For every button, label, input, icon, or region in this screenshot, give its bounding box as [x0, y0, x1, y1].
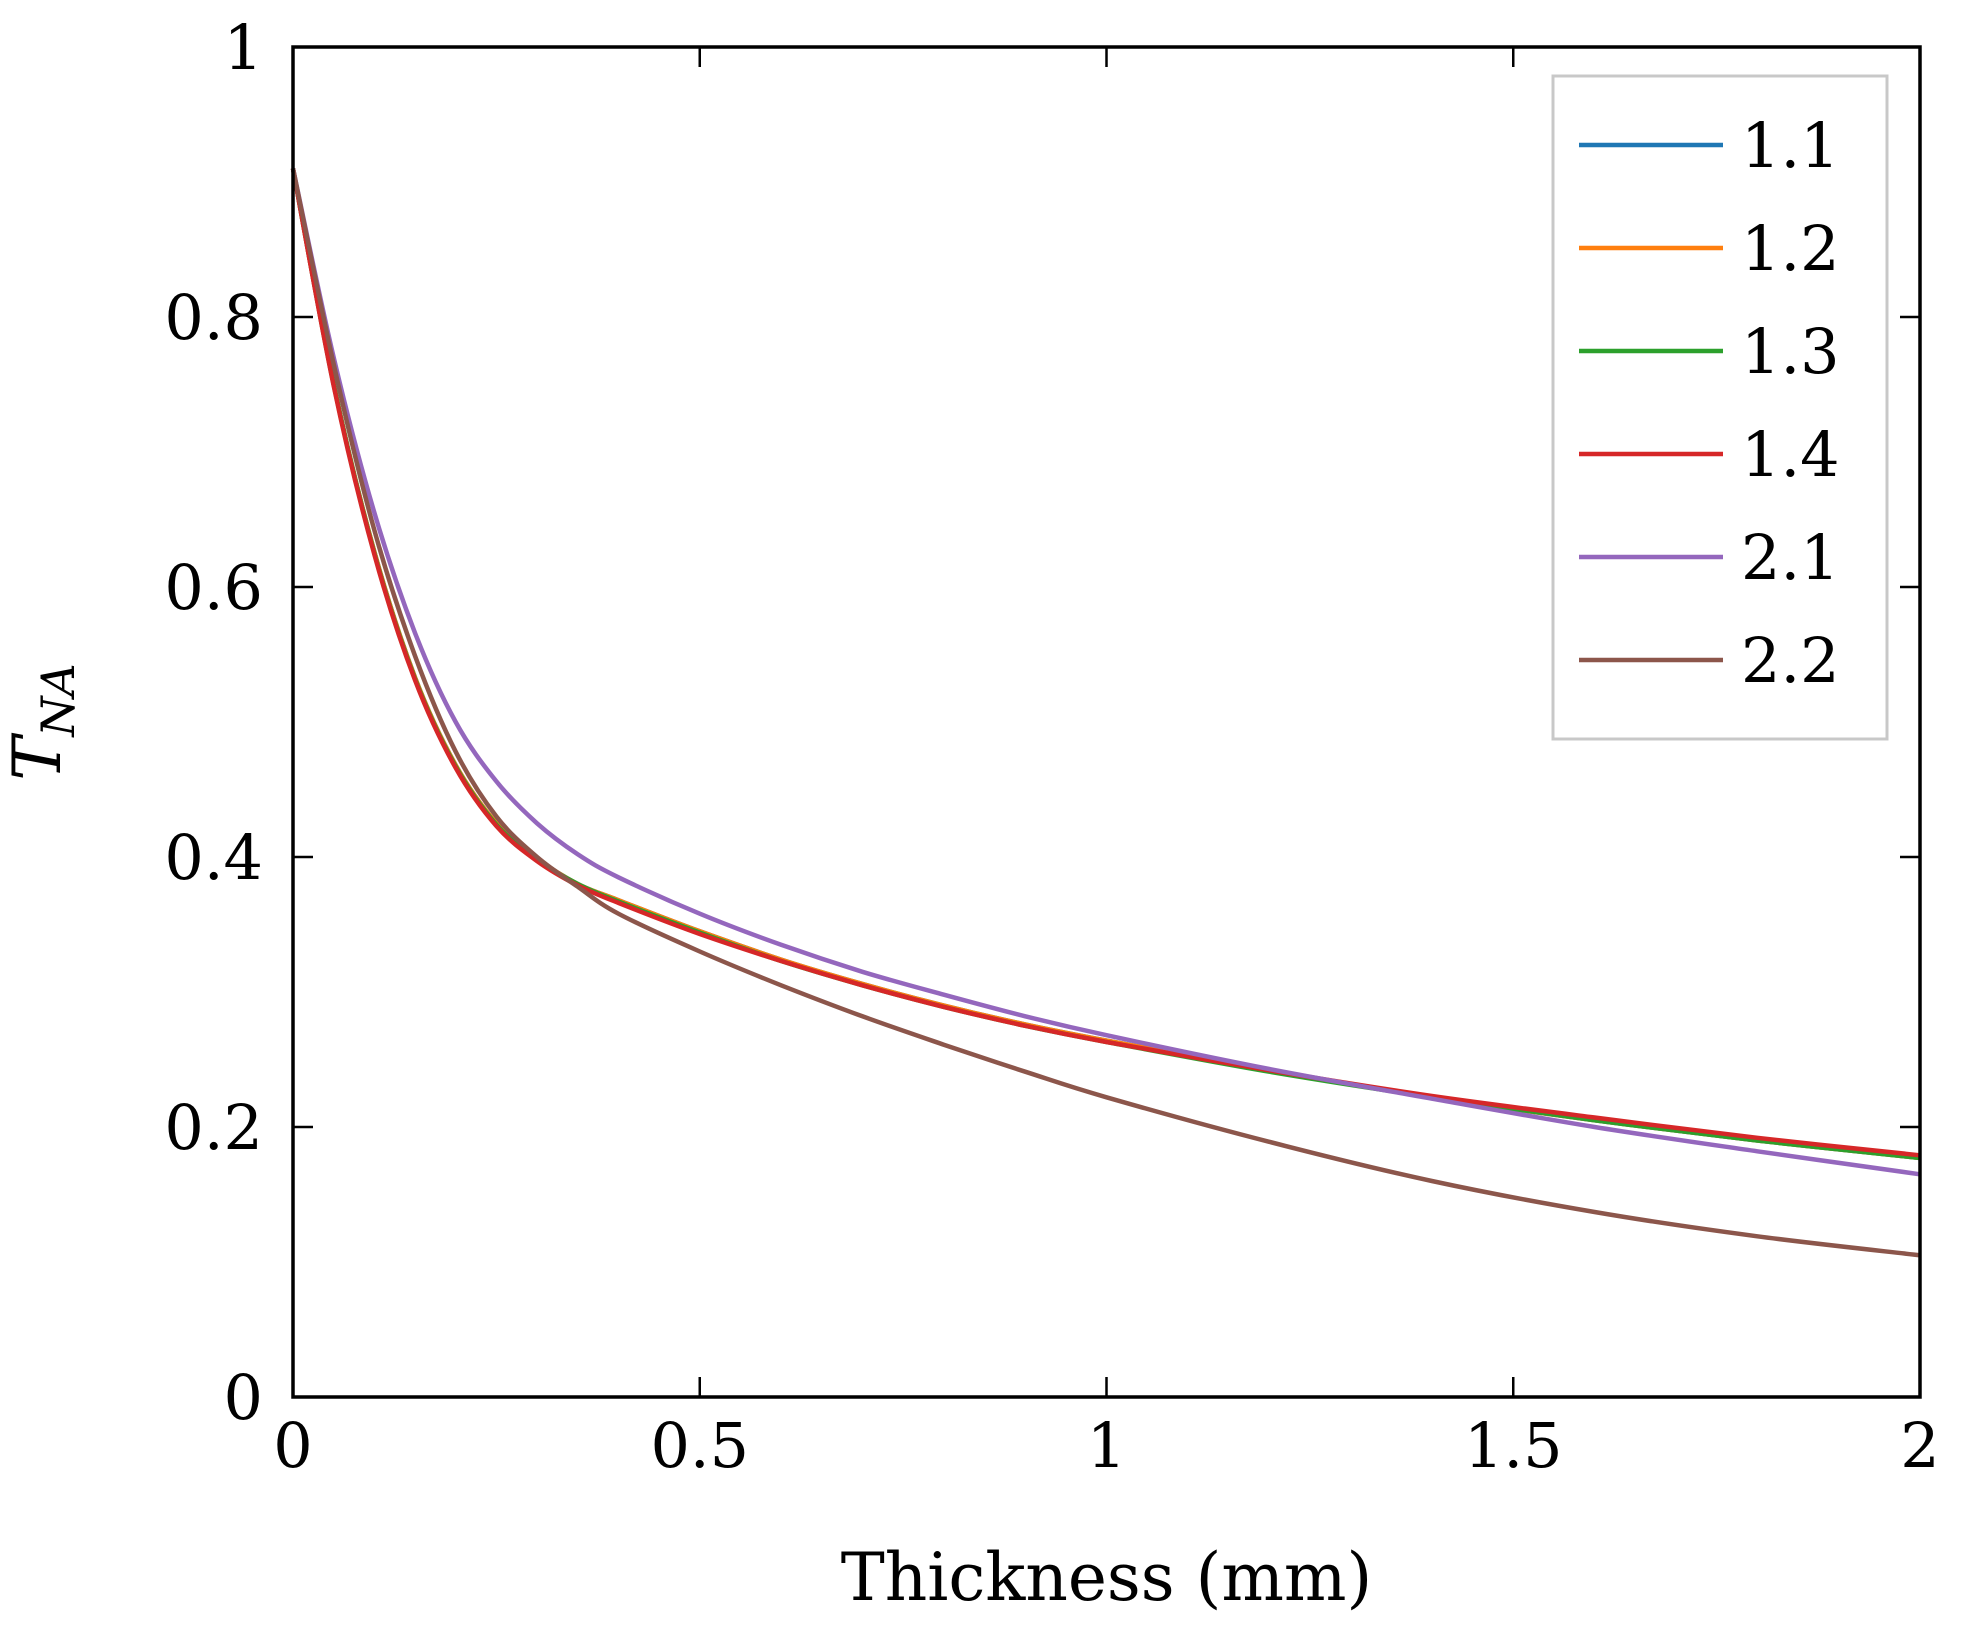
x-tick-label: 0.5: [650, 1409, 749, 1482]
x-axis-title: Thickness (mm): [841, 1539, 1373, 1616]
legend-label-2-2: 2.2: [1741, 624, 1840, 697]
x-tick-label: 2: [1900, 1409, 1939, 1482]
x-tick-label: 1.5: [1464, 1409, 1563, 1482]
legend-label-1-1: 1.1: [1741, 109, 1840, 182]
x-tick-label: 1: [1087, 1409, 1126, 1482]
y-tick-label: 0.6: [164, 551, 263, 624]
x-tick-label: 0: [273, 1409, 312, 1482]
y-tick-label: 0: [224, 1361, 263, 1434]
legend: 1.1 1.2 1.3 1.4 2.1 2.2: [1551, 74, 1889, 741]
legend-box: [1551, 74, 1889, 741]
y-tick-label: 1: [224, 11, 263, 84]
series-line-2-1: [290, 168, 1921, 1177]
y-tick-label: 0.8: [164, 281, 263, 354]
series-line-1-4: [290, 168, 1921, 1158]
y-axis-title-main: T: [0, 732, 76, 781]
y-tick-label: 0.4: [164, 821, 263, 894]
series-line-2-2: [290, 168, 1921, 1258]
y-tick-label: 0.2: [164, 1091, 263, 1164]
legend-label-1-2: 1.2: [1741, 212, 1840, 285]
y-axis-title: TNA: [0, 663, 85, 781]
tick-layer: 0 0.5 1 1.5 2 0 0.2 0.4 0.6 0.8 1: [164, 11, 1939, 1482]
y-axis-title-subscript: NA: [31, 663, 85, 737]
legend-label-1-3: 1.3: [1741, 315, 1840, 388]
legend-label-2-1: 2.1: [1741, 521, 1840, 594]
legend-label-1-4: 1.4: [1741, 418, 1840, 491]
series-layer: [290, 168, 1921, 1258]
